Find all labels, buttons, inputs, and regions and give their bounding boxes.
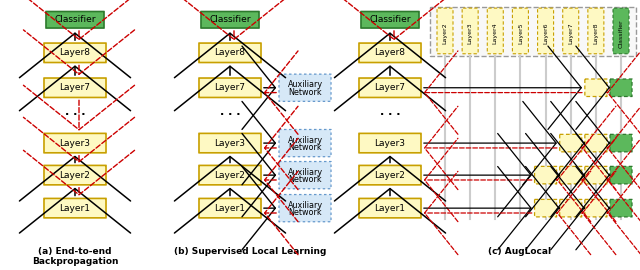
Text: Auxiliary: Auxiliary [287, 201, 323, 210]
FancyBboxPatch shape [585, 134, 607, 152]
FancyBboxPatch shape [437, 8, 453, 54]
FancyBboxPatch shape [199, 166, 261, 185]
Text: Auxiliary: Auxiliary [287, 80, 323, 89]
Text: Layer7: Layer7 [374, 83, 406, 92]
Text: Network: Network [288, 143, 322, 153]
FancyBboxPatch shape [46, 12, 104, 28]
Text: Layer7: Layer7 [214, 83, 246, 92]
FancyBboxPatch shape [560, 166, 582, 184]
Text: Layer3: Layer3 [374, 139, 406, 148]
FancyBboxPatch shape [513, 8, 529, 54]
Text: Layer8: Layer8 [214, 48, 246, 57]
Text: Layer8: Layer8 [60, 48, 90, 57]
FancyBboxPatch shape [560, 200, 582, 217]
Text: Network: Network [288, 208, 322, 218]
FancyBboxPatch shape [359, 198, 421, 218]
FancyBboxPatch shape [534, 200, 557, 217]
Text: Layer4: Layer4 [493, 23, 498, 44]
Text: Auxiliary: Auxiliary [287, 168, 323, 177]
FancyBboxPatch shape [44, 43, 106, 63]
FancyBboxPatch shape [279, 74, 331, 101]
FancyBboxPatch shape [361, 12, 419, 28]
FancyBboxPatch shape [585, 79, 607, 96]
FancyBboxPatch shape [359, 166, 421, 185]
FancyBboxPatch shape [487, 8, 503, 54]
Text: Layer1: Layer1 [374, 204, 406, 213]
FancyBboxPatch shape [538, 8, 554, 54]
Text: (b) Supervised Local Learning: (b) Supervised Local Learning [174, 247, 326, 256]
Text: Layer7: Layer7 [568, 23, 573, 44]
FancyBboxPatch shape [585, 200, 607, 217]
FancyBboxPatch shape [430, 7, 636, 56]
Text: Layer6: Layer6 [543, 23, 548, 44]
FancyBboxPatch shape [44, 198, 106, 218]
FancyBboxPatch shape [359, 78, 421, 97]
Text: Layer1: Layer1 [214, 204, 246, 213]
FancyBboxPatch shape [199, 43, 261, 63]
FancyBboxPatch shape [359, 133, 421, 153]
Text: Layer2: Layer2 [60, 171, 90, 180]
FancyBboxPatch shape [610, 166, 632, 184]
FancyBboxPatch shape [201, 12, 259, 28]
FancyBboxPatch shape [462, 8, 478, 54]
Text: · · ·: · · · [220, 110, 240, 120]
FancyBboxPatch shape [279, 130, 331, 157]
FancyBboxPatch shape [199, 133, 261, 153]
FancyBboxPatch shape [279, 195, 331, 222]
FancyBboxPatch shape [585, 166, 607, 184]
Text: Layer5: Layer5 [518, 23, 523, 44]
Text: Auxiliary: Auxiliary [287, 136, 323, 145]
FancyBboxPatch shape [359, 43, 421, 63]
Text: · · ·: · · · [380, 110, 400, 120]
FancyBboxPatch shape [279, 161, 331, 189]
Text: Layer2: Layer2 [374, 171, 405, 180]
FancyBboxPatch shape [199, 78, 261, 97]
FancyBboxPatch shape [613, 8, 629, 54]
Text: Layer3: Layer3 [60, 139, 90, 148]
FancyBboxPatch shape [44, 166, 106, 185]
Text: Classifier: Classifier [54, 15, 96, 24]
Text: (c) AugLocal: (c) AugLocal [488, 247, 552, 256]
Text: Network: Network [288, 176, 322, 184]
FancyBboxPatch shape [44, 133, 106, 153]
Text: Layer8: Layer8 [374, 48, 406, 57]
FancyBboxPatch shape [563, 8, 579, 54]
FancyBboxPatch shape [560, 134, 582, 152]
Text: Classifier: Classifier [369, 15, 411, 24]
FancyBboxPatch shape [199, 198, 261, 218]
Text: Layer2: Layer2 [214, 171, 245, 180]
Text: Layer3: Layer3 [214, 139, 246, 148]
FancyBboxPatch shape [44, 78, 106, 97]
Text: Network: Network [288, 88, 322, 97]
FancyBboxPatch shape [588, 8, 604, 54]
Text: Layer7: Layer7 [60, 83, 90, 92]
Text: Layer2: Layer2 [442, 23, 447, 44]
Text: · · ·: · · · [65, 110, 85, 120]
FancyBboxPatch shape [610, 134, 632, 152]
Text: Layer1: Layer1 [60, 204, 90, 213]
Text: Layer3: Layer3 [468, 23, 473, 44]
FancyBboxPatch shape [610, 200, 632, 217]
Text: Classifier: Classifier [618, 19, 623, 48]
Text: Classifier: Classifier [209, 15, 251, 24]
FancyBboxPatch shape [610, 79, 632, 96]
FancyBboxPatch shape [534, 166, 557, 184]
Text: (a) End-to-end
Backpropagation: (a) End-to-end Backpropagation [32, 247, 118, 266]
Text: Layer8: Layer8 [593, 23, 598, 44]
